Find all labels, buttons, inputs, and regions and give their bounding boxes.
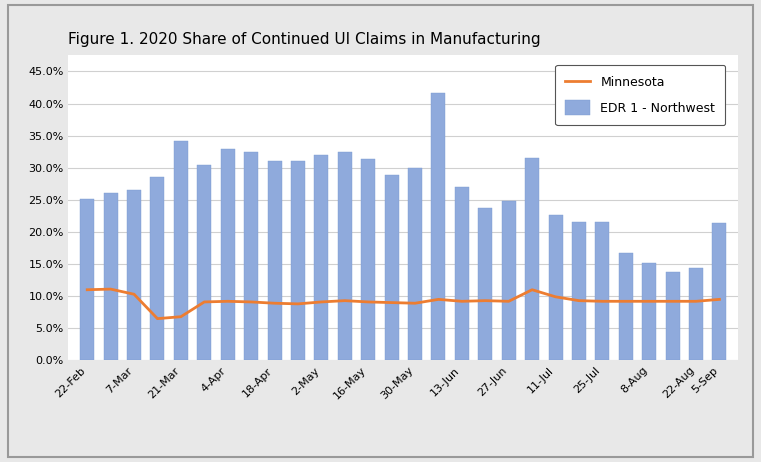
Minnesota xyxy=(715,297,724,302)
Bar xyxy=(501,201,516,360)
Bar xyxy=(361,159,375,360)
Bar xyxy=(549,215,562,360)
Line: Minnesota: Minnesota xyxy=(88,289,719,319)
Minnesota xyxy=(340,298,349,304)
Bar xyxy=(291,161,305,360)
Minnesota xyxy=(457,298,466,304)
Minnesota xyxy=(598,298,607,304)
Minnesota xyxy=(294,301,303,307)
Minnesota xyxy=(504,298,513,304)
Bar xyxy=(478,208,492,360)
Bar xyxy=(525,158,539,360)
Minnesota xyxy=(527,287,537,292)
Minnesota xyxy=(692,298,701,304)
Bar xyxy=(197,165,212,360)
Bar xyxy=(221,148,234,360)
Minnesota xyxy=(106,286,115,292)
Minnesota xyxy=(83,287,92,292)
Bar xyxy=(268,161,282,360)
Bar xyxy=(431,93,445,360)
Minnesota xyxy=(434,297,443,302)
Bar xyxy=(666,273,680,360)
Bar xyxy=(80,199,94,360)
Minnesota xyxy=(177,314,186,320)
Bar xyxy=(619,253,633,360)
Minnesota xyxy=(153,316,162,322)
Minnesota xyxy=(129,292,139,297)
Legend: Minnesota, EDR 1 - Northwest: Minnesota, EDR 1 - Northwest xyxy=(556,65,725,125)
Minnesota xyxy=(410,300,419,306)
Minnesota xyxy=(481,298,490,304)
Bar xyxy=(314,155,329,360)
Bar xyxy=(712,223,727,360)
Bar xyxy=(572,222,586,360)
Bar xyxy=(127,190,141,360)
Minnesota xyxy=(247,299,256,305)
Minnesota xyxy=(387,300,396,305)
Minnesota xyxy=(645,298,654,304)
Bar xyxy=(244,152,258,360)
Minnesota xyxy=(317,299,326,305)
Minnesota xyxy=(270,300,279,306)
Minnesota xyxy=(575,298,584,304)
Bar xyxy=(103,193,118,360)
Bar xyxy=(689,268,703,360)
Bar xyxy=(642,263,656,360)
Bar xyxy=(174,141,188,360)
Bar xyxy=(338,152,352,360)
Minnesota xyxy=(223,298,232,304)
Minnesota xyxy=(668,298,677,304)
Text: Figure 1. 2020 Share of Continued UI Claims in Manufacturing: Figure 1. 2020 Share of Continued UI Cla… xyxy=(68,32,541,47)
Bar xyxy=(408,168,422,360)
Bar xyxy=(151,177,164,360)
Minnesota xyxy=(551,294,560,299)
Minnesota xyxy=(364,299,373,305)
Minnesota xyxy=(621,298,630,304)
Bar xyxy=(455,187,469,360)
Bar xyxy=(384,175,399,360)
Bar xyxy=(595,222,610,360)
Minnesota xyxy=(199,299,209,305)
